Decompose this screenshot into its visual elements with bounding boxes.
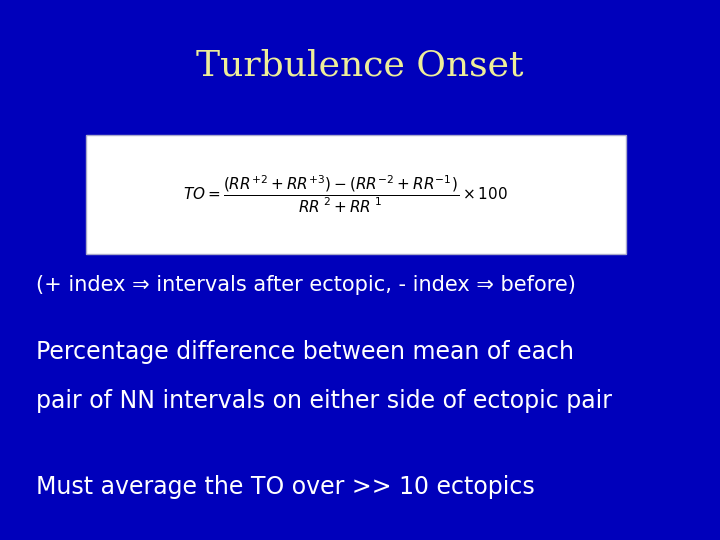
Text: Must average the TO over >> 10 ectopics: Must average the TO over >> 10 ectopics [36, 475, 535, 499]
Text: $\mathit{TO} = \dfrac{(\mathit{RR}^{+2} + \mathit{RR}^{+3}) - (\mathit{RR}^{-2} : $\mathit{TO} = \dfrac{(\mathit{RR}^{+2} … [184, 174, 508, 215]
Text: (+ index ⇒ intervals after ectopic, - index ⇒ before): (+ index ⇒ intervals after ectopic, - in… [36, 275, 576, 295]
FancyBboxPatch shape [86, 135, 626, 254]
Text: Percentage difference between mean of each: Percentage difference between mean of ea… [36, 340, 574, 364]
Text: Turbulence Onset: Turbulence Onset [197, 49, 523, 83]
Text: pair of NN intervals on either side of ectopic pair: pair of NN intervals on either side of e… [36, 389, 612, 413]
